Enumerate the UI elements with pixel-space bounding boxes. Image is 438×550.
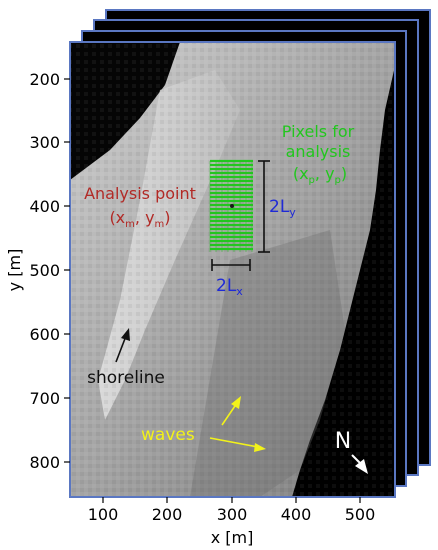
y-tick-label: 700 bbox=[29, 389, 60, 408]
x-tick-400: 400 bbox=[281, 497, 312, 524]
x-axis-label: x [m] bbox=[211, 528, 254, 547]
x-axis: 100 200 300 400 500 x [m] bbox=[88, 497, 376, 547]
analysis-point-title: Analysis point bbox=[84, 184, 196, 203]
y-tick-label: 800 bbox=[29, 453, 60, 472]
front-image bbox=[69, 41, 396, 498]
x-tick-label: 500 bbox=[345, 505, 376, 524]
analysis-point-marker bbox=[230, 204, 234, 208]
y-tick-label: 400 bbox=[29, 197, 60, 216]
length-x-sub: x bbox=[236, 285, 243, 298]
coords-open: (x bbox=[293, 164, 309, 183]
coords-open: (x bbox=[109, 208, 125, 227]
coords-mid: , y bbox=[315, 164, 335, 183]
pixels-title-line1: Pixels for bbox=[282, 122, 355, 141]
y-tick-label: 600 bbox=[29, 325, 60, 344]
coords-mid: , y bbox=[135, 208, 155, 227]
x-tick-200: 200 bbox=[152, 497, 183, 524]
y-tick-400: 400 bbox=[29, 197, 70, 216]
y-tick-500: 500 bbox=[29, 261, 70, 280]
pixels-coords: (xp, yp) bbox=[293, 164, 347, 186]
analysis-point-coords: (xm, ym) bbox=[109, 208, 170, 230]
sea-tone bbox=[190, 230, 345, 497]
coords-close: ) bbox=[341, 164, 347, 183]
length-x-bracket bbox=[211, 259, 251, 271]
x-tick-300: 300 bbox=[217, 497, 248, 524]
length-y-label: 2Ly bbox=[269, 197, 296, 219]
x-tick-label: 400 bbox=[281, 505, 312, 524]
waves-arrows bbox=[209, 396, 266, 452]
y-tick-200: 200 bbox=[29, 70, 70, 89]
y-tick-600: 600 bbox=[29, 325, 70, 344]
waves-label: waves bbox=[141, 425, 195, 445]
coords-sub: m bbox=[155, 219, 165, 230]
coords-sub: m bbox=[125, 219, 135, 230]
x-tick-label: 300 bbox=[217, 505, 248, 524]
x-tick-100: 100 bbox=[88, 497, 119, 524]
y-axis-label: y [m] bbox=[5, 249, 24, 292]
shoreline-arrow bbox=[115, 328, 130, 363]
x-tick-500: 500 bbox=[345, 497, 376, 524]
y-tick-label: 300 bbox=[29, 133, 60, 152]
coords-sub: p bbox=[309, 175, 315, 186]
y-axis: 200 300 400 500 600 700 800 y [m] bbox=[5, 70, 70, 472]
pixels-title-line2: analysis bbox=[286, 142, 351, 161]
x-tick-label: 100 bbox=[88, 505, 119, 524]
length-y-base: 2L bbox=[269, 197, 290, 217]
length-y-sub: y bbox=[289, 206, 296, 219]
length-y-bracket bbox=[258, 160, 270, 253]
y-tick-700: 700 bbox=[29, 389, 70, 408]
coords-sub: p bbox=[335, 175, 341, 186]
y-tick-label: 200 bbox=[29, 70, 60, 89]
y-tick-label: 500 bbox=[29, 261, 60, 280]
y-tick-800: 800 bbox=[29, 453, 70, 472]
length-x-label: 2Lx bbox=[216, 276, 243, 298]
north-label: N bbox=[335, 429, 351, 454]
shoreline-label: shoreline bbox=[87, 368, 165, 388]
x-tick-label: 200 bbox=[152, 505, 183, 524]
length-x-base: 2L bbox=[216, 276, 237, 296]
y-tick-300: 300 bbox=[29, 133, 70, 152]
north-arrow-icon bbox=[351, 454, 368, 474]
coords-close: ) bbox=[164, 208, 170, 227]
